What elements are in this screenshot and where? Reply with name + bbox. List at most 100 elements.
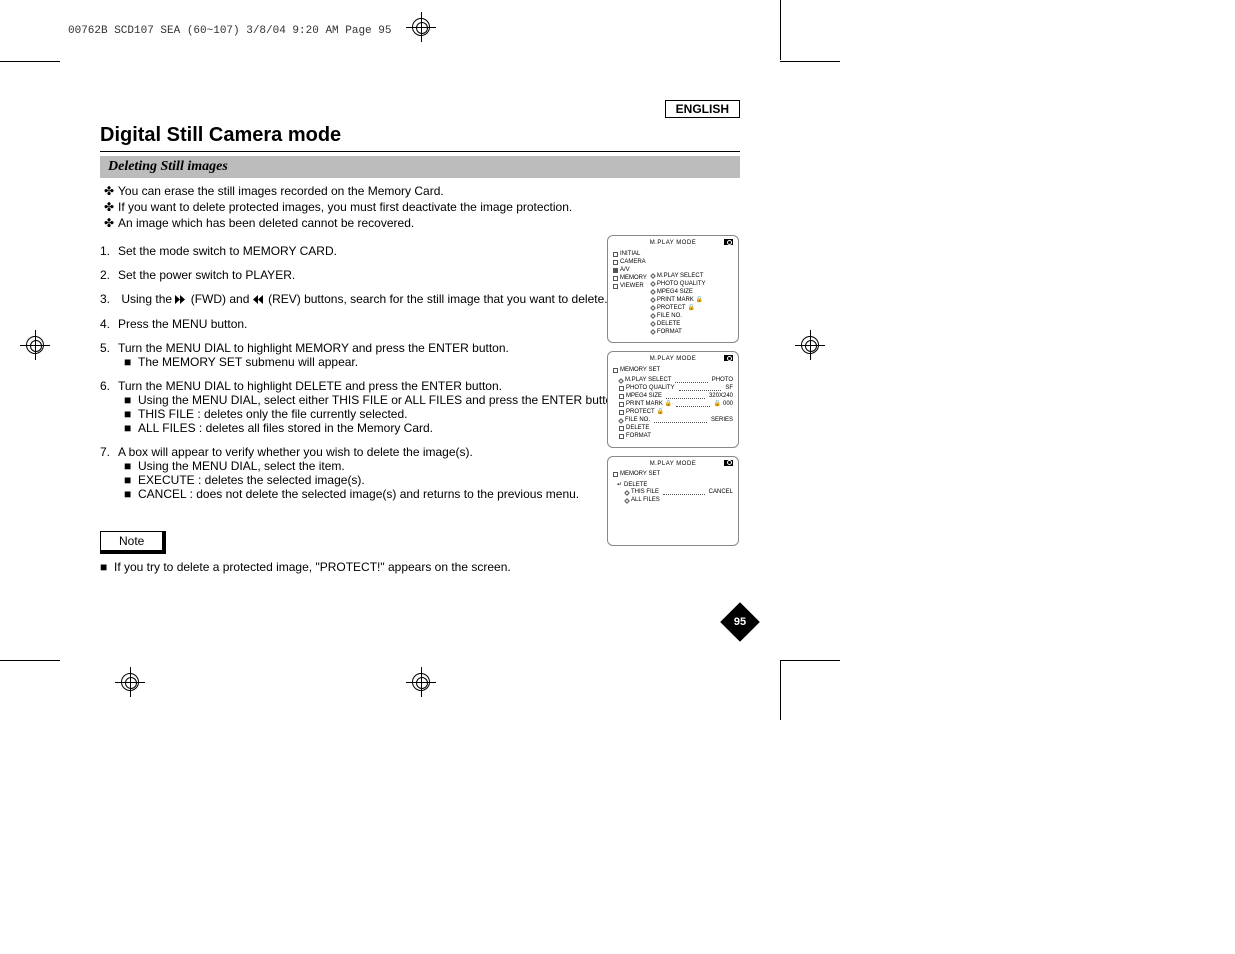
step-text: Set the mode switch to MEMORY CARD. [118, 244, 337, 258]
menu-item: INITIAL [620, 251, 640, 259]
square-bullet-icon: ■ [124, 407, 138, 421]
menu-item: A/V [620, 267, 630, 275]
menu-item: PHOTO QUALITY [657, 281, 706, 289]
menu-item: FORMAT [657, 329, 682, 337]
bullet-icon: ✤ [100, 200, 118, 214]
step-number: 5. [100, 341, 118, 355]
menu-sub: DELETE [624, 482, 647, 490]
section-subtitle: Deleting Still images [100, 156, 740, 178]
note-text: If you try to delete a protected image, … [114, 560, 511, 574]
square-bullet-icon: ■ [124, 393, 138, 407]
fast-forward-icon [175, 293, 187, 307]
lock-icon: 🔒 [657, 409, 664, 417]
crop-mark [780, 0, 781, 60]
menu-item: DELETE [657, 321, 680, 329]
camera-icon [724, 460, 733, 466]
menu-heading: MEMORY SET [620, 367, 660, 375]
note-body: ■ If you try to delete a protected image… [100, 560, 740, 574]
crop-mark [780, 660, 781, 720]
return-icon: ↵ [617, 482, 622, 490]
menu-item: CAMERA [620, 259, 646, 267]
menu-item: M.PLAY SELECT [657, 273, 703, 281]
step-number: 7. [100, 445, 118, 459]
substep-text: The MEMORY SET submenu will appear. [138, 355, 358, 369]
step-text: Using the (FWD) and (REV) buttons, searc… [121, 292, 607, 306]
square-bullet-icon: ■ [100, 560, 114, 574]
square-bullet-icon: ■ [124, 473, 138, 487]
intro-line: If you want to delete protected images, … [118, 200, 572, 214]
square-bullet-icon: ■ [124, 459, 138, 473]
setting-value: SF [725, 385, 733, 393]
note-label: Note [100, 531, 166, 554]
substep-text: Using the MENU DIAL, select either THIS … [138, 393, 622, 407]
step-text: A box will appear to verify whether you … [118, 445, 473, 459]
setting-label: M.PLAY SELECT [625, 377, 671, 385]
registration-mark [115, 667, 145, 697]
screen-title: M.PLAY MODE [613, 461, 733, 469]
camera-icon [724, 355, 733, 361]
crop-mark [0, 61, 60, 62]
crop-mark [780, 61, 840, 62]
page-number-badge: 95 [720, 602, 760, 642]
step-text: Turn the MENU DIAL to highlight DELETE a… [118, 379, 502, 393]
menu-item: FILE NO. [657, 313, 682, 321]
bullet-icon: ✤ [100, 184, 118, 198]
crop-mark [0, 660, 60, 661]
step-text: Press the MENU button. [118, 317, 247, 331]
menu-item: PRINT MARK [657, 297, 694, 305]
step-number: 1. [100, 244, 118, 258]
screenshot-memory-set: M.PLAY MODE MEMORY SET M.PLAY SELECTPHOT… [607, 351, 739, 448]
substep-text: EXECUTE : deletes the selected image(s). [138, 473, 365, 487]
registration-mark [406, 12, 436, 42]
square-bullet-icon: ■ [124, 487, 138, 501]
crop-mark [780, 660, 840, 661]
menu-heading: MEMORY SET [620, 471, 660, 479]
setting-value: 000 [723, 401, 733, 409]
setting-label: FORMAT [626, 433, 651, 441]
screenshots-column: M.PLAY MODE INITIAL CAMERA A/V MEMORY VI… [607, 235, 739, 554]
screen-title: M.PLAY MODE [613, 356, 733, 364]
substep-text: THIS FILE : deletes only the file curren… [138, 407, 407, 421]
camera-icon [724, 239, 733, 245]
setting-value: 320X240 [709, 393, 733, 401]
setting-value: CANCEL [709, 489, 733, 497]
page-title: Digital Still Camera mode [100, 124, 740, 152]
screenshot-menu: M.PLAY MODE INITIAL CAMERA A/V MEMORY VI… [607, 235, 739, 343]
setting-value: SERIES [711, 417, 733, 425]
language-badge: ENGLISH [665, 100, 740, 118]
menu-item: MEMORY [620, 275, 647, 283]
setting-label: PROTECT [626, 409, 655, 417]
rewind-icon [253, 293, 265, 307]
intro-block: ✤You can erase the still images recorded… [100, 184, 740, 230]
setting-label: THIS FILE [631, 489, 659, 497]
bullet-icon: ✤ [100, 216, 118, 230]
intro-line: An image which has been deleted cannot b… [118, 216, 414, 230]
setting-label: MPEG4 SIZE [626, 393, 662, 401]
setting-label: PHOTO QUALITY [626, 385, 675, 393]
setting-label: DELETE [626, 425, 649, 433]
setting-label: PRINT MARK [626, 401, 663, 409]
registration-mark [20, 330, 50, 360]
square-bullet-icon: ■ [124, 421, 138, 435]
step-number: 6. [100, 379, 118, 393]
setting-value: PHOTO [712, 377, 733, 385]
step-number: 3. [100, 292, 118, 306]
square-bullet-icon: ■ [124, 355, 138, 369]
lock-icon: 🔒 [688, 305, 695, 313]
step-number: 2. [100, 268, 118, 282]
lock-icon: 🔒 [696, 297, 703, 305]
screen-title: M.PLAY MODE [613, 240, 733, 248]
menu-item: PROTECT [657, 305, 686, 313]
intro-line: You can erase the still images recorded … [118, 184, 444, 198]
step-text: Set the power switch to PLAYER. [118, 268, 295, 282]
setting-label: FILE NO. [625, 417, 650, 425]
lock-icon: 🔒 [665, 401, 672, 409]
registration-mark [406, 667, 436, 697]
print-header: 00762B SCD107 SEA (60~107) 3/8/04 9:20 A… [68, 25, 391, 37]
screenshot-delete: M.PLAY MODE MEMORY SET ↵DELETE THIS FILE… [607, 456, 739, 546]
menu-item: VIEWER [620, 283, 644, 291]
substep-text: Using the MENU DIAL, select the item. [138, 459, 345, 473]
page-number: 95 [726, 608, 754, 636]
substep-text: CANCEL : does not delete the selected im… [138, 487, 579, 501]
lock-icon: 🔒 [714, 401, 721, 409]
